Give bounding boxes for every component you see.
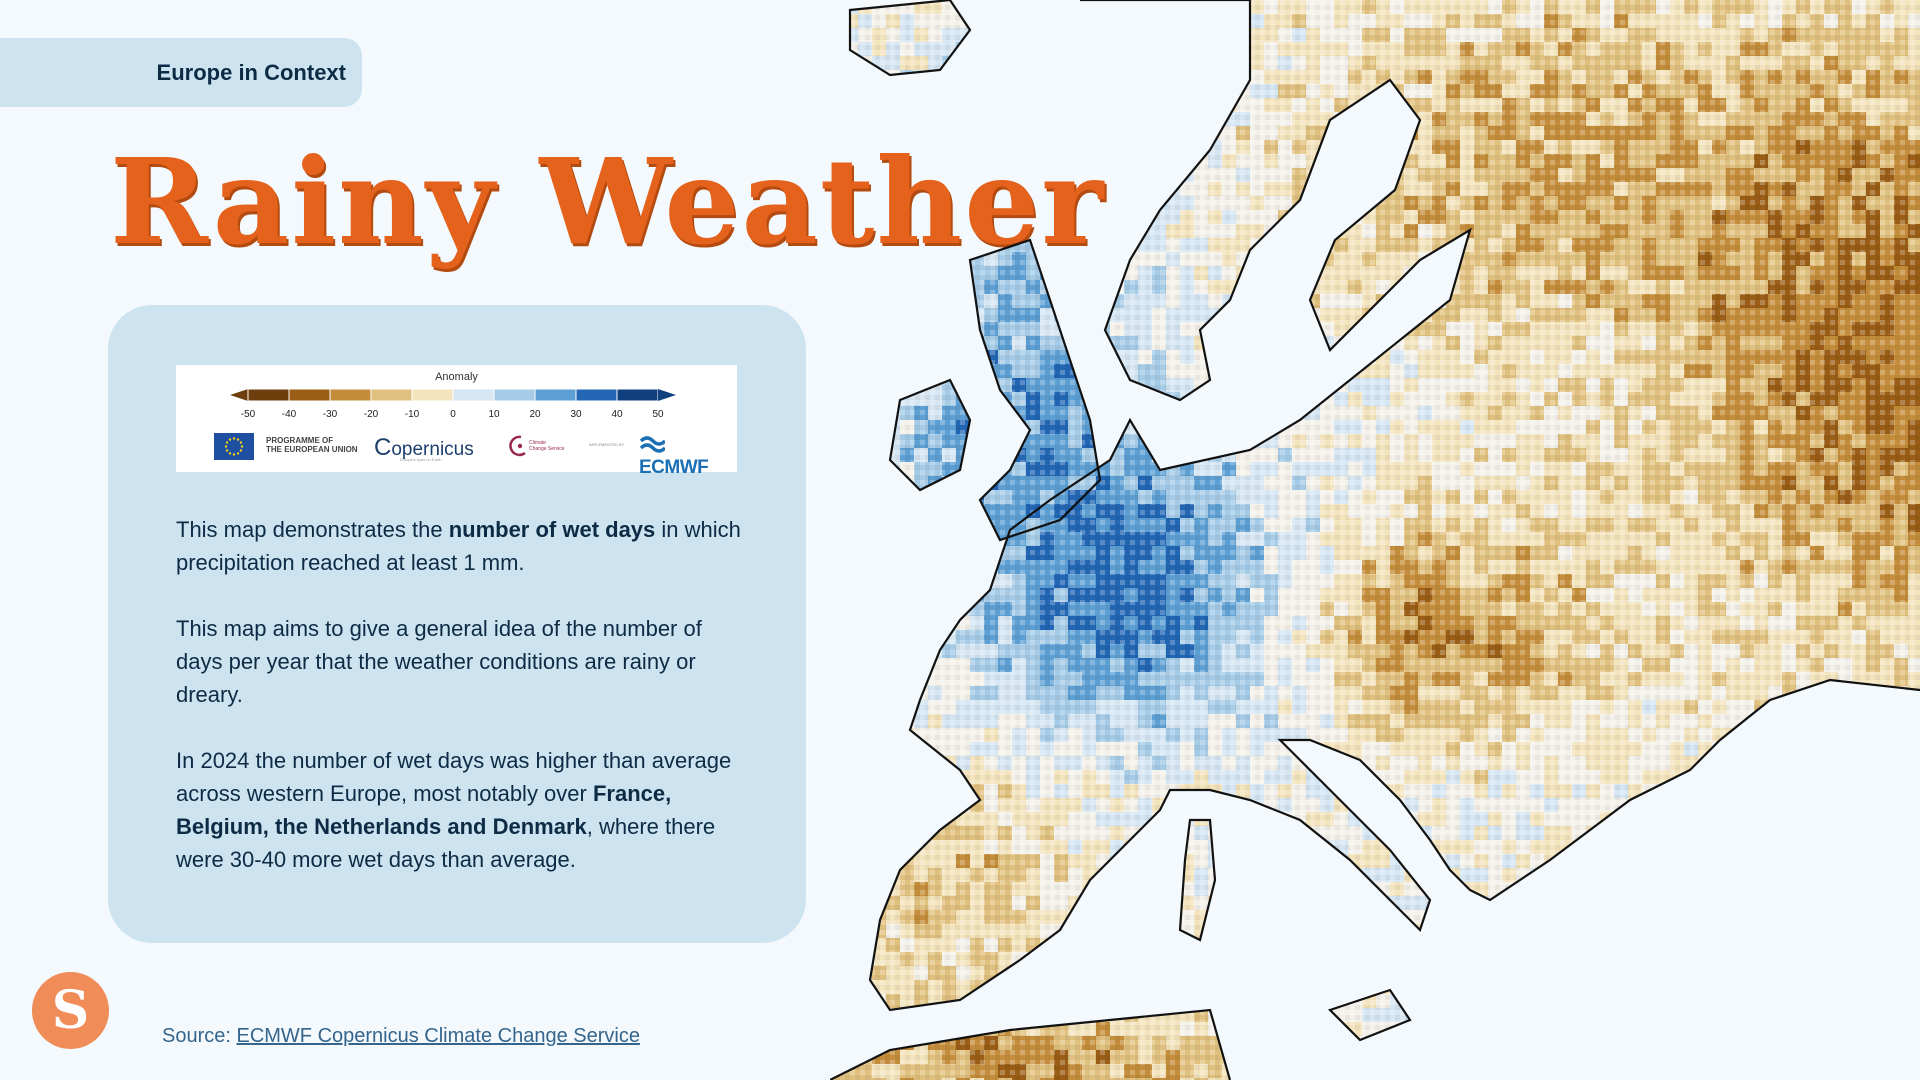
ecmwf-logo: ECMWF <box>639 435 714 479</box>
legend-colorbar: -50 -40 -30 -20 -10 0 10 20 30 40 50 <box>230 388 676 420</box>
legend-swatch <box>616 388 659 402</box>
info-panel: Anomaly -50 -40 -30 -20 -10 0 10 20 30 40 50 PROGR… <box>108 305 806 943</box>
coastlines <box>830 0 1920 1080</box>
map-legend: Anomaly -50 -40 -30 -20 -10 0 10 20 30 40 50 PROGR… <box>176 365 737 478</box>
legend-swatch <box>534 388 577 402</box>
c3s-logo: Climate Change Service <box>509 433 589 461</box>
brand-logo: S <box>32 972 109 1049</box>
ecmwf-wave-icon <box>639 436 667 453</box>
c3s-swirl-icon <box>509 435 526 457</box>
legend-swatch <box>329 388 372 402</box>
legend-tick-label: 40 <box>611 409 623 420</box>
legend-swatch <box>288 388 331 402</box>
legend-tick-label: -30 <box>323 409 338 420</box>
eu-flag-icon <box>214 433 254 460</box>
description: This map demonstrates the number of wet … <box>176 513 746 909</box>
source-link[interactable]: ECMWF Copernicus Climate Change Service <box>236 1025 640 1047</box>
legend-tick-label: -40 <box>282 409 297 420</box>
legend-title: Anomaly <box>435 371 478 383</box>
eu-programme-label: PROGRAMME OF THE EUROPEAN UNION <box>266 436 358 454</box>
copernicus-logo: Copernicus <box>374 434 474 461</box>
europe-wet-days-anomaly-map <box>830 0 1920 1080</box>
section-tag-label: Europe in Context <box>156 60 346 85</box>
implemented-by-label: IMPLEMENTED BY <box>589 442 625 447</box>
paragraph-aim: This map aims to give a general idea of … <box>176 616 702 707</box>
partner-logos: PROGRAMME OF THE EUROPEAN UNION Copernic… <box>214 430 714 478</box>
legend-swatch <box>452 388 495 402</box>
legend-tick-label: 0 <box>450 409 456 420</box>
source-citation: Source: ECMWF Copernicus Climate Change … <box>162 1025 640 1047</box>
legend-arrow-left <box>230 389 248 401</box>
legend-swatch <box>575 388 618 402</box>
legend-tick-label: 30 <box>570 409 582 420</box>
paragraph-wet-days: This map demonstrates the number of wet … <box>176 517 741 575</box>
legend-swatch <box>493 388 536 402</box>
legend-tick-label: 10 <box>488 409 500 420</box>
legend-tick-label: -50 <box>241 409 256 420</box>
legend-arrow-right <box>658 389 676 401</box>
paragraph-2024: In 2024 the number of wet days was highe… <box>176 748 732 872</box>
legend-swatch <box>411 388 454 402</box>
legend-tick-label: 50 <box>652 409 664 420</box>
section-tag: Europe in Context <box>0 38 362 107</box>
page-title: Rainy Weather <box>110 132 1106 271</box>
legend-tick-label: -10 <box>405 409 420 420</box>
legend-swatch <box>370 388 413 402</box>
legend-tick-label: -20 <box>364 409 379 420</box>
legend-swatch <box>247 388 290 402</box>
legend-tick-label: 20 <box>529 409 541 420</box>
copernicus-tagline: Europe's eyes on Earth <box>400 457 442 462</box>
